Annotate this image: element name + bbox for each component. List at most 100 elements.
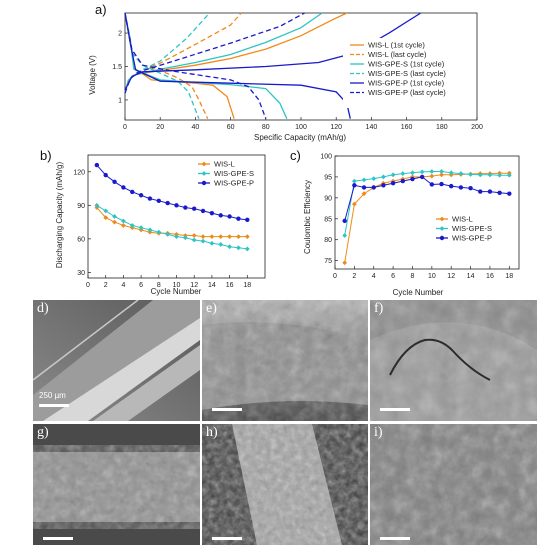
chart-b-x-tick-label: 4 xyxy=(121,282,125,289)
chart-c-data-point xyxy=(410,170,415,176)
sem-image-e: e) xyxy=(202,300,368,421)
sem-e-scalebar xyxy=(212,408,242,411)
chart-a-legend-label: WIS-GPE-P (last cycle) xyxy=(368,88,446,97)
chart-c-data-point xyxy=(506,172,512,178)
chart-c-data-point xyxy=(477,172,483,178)
chart-a-voltage-capacity: a) Voltage (V) Specific Capacity (mAh/g)… xyxy=(88,2,483,142)
sem-d-scalebar-text: 250 µm xyxy=(39,391,66,400)
chart-a-x-tick-label: 140 xyxy=(366,124,378,131)
chart-a-y-tick-label: 1.5 xyxy=(112,64,122,71)
chart-b-data-point xyxy=(191,237,197,243)
chart-c-x-tick-label: 2 xyxy=(352,273,356,280)
chart-c-data-point xyxy=(429,182,435,187)
chart-b-data-point xyxy=(182,235,188,241)
chart-b-legend-label: WIS-GPE-S xyxy=(214,169,254,178)
chart-b-data-point xyxy=(227,234,232,240)
chart-b-data-point xyxy=(236,216,241,221)
chart-b-data-point xyxy=(209,240,215,246)
chart-c-data-point xyxy=(400,178,405,184)
chart-c-data-point xyxy=(351,201,357,207)
chart-b-y-tick-label: 120 xyxy=(73,169,85,176)
chart-a-curve-charge xyxy=(124,12,305,94)
chart-c-ylabel: Coulombic Efficiency xyxy=(303,180,312,254)
chart-b-data-point xyxy=(209,234,215,240)
chart-a-x-tick-label: 200 xyxy=(471,124,483,131)
chart-b-data-point xyxy=(218,242,224,247)
panel-b-label: b) xyxy=(40,148,52,163)
chart-b-xlabel: Cycle Number xyxy=(151,287,202,296)
chart-b-data-point xyxy=(121,185,126,190)
chart-a-curve-charge xyxy=(124,12,242,94)
chart-b-data-point xyxy=(103,172,108,178)
chart-c-xlabel: Cycle Number xyxy=(393,288,444,297)
chart-b-legend-label: WIS-L xyxy=(214,160,235,169)
chart-b-data-point xyxy=(244,234,250,240)
chart-b-data-point xyxy=(130,189,135,195)
chart-b-data-point xyxy=(138,225,144,231)
chart-c-x-tick-label: 16 xyxy=(486,273,494,280)
sem-image-d: d) 250 µm xyxy=(33,300,200,421)
chart-c-coulombic-efficiency: c) Coulombic Efficiency Cycle Number 0 2 4… xyxy=(290,148,520,297)
chart-c-y-tick-label: 100 xyxy=(320,154,332,161)
chart-c-x-tick-label: 8 xyxy=(411,273,415,280)
sem-image-h: h) xyxy=(202,424,368,545)
chart-a-legend-label: WIS-GPE-P (1st cycle) xyxy=(368,79,445,88)
sem-image-g: g) xyxy=(33,424,200,545)
chart-b-x-tick-label: 16 xyxy=(226,282,234,289)
chart-c-y-tick-label: 85 xyxy=(324,216,332,223)
chart-c-data-point xyxy=(419,174,425,180)
chart-b-data-point xyxy=(165,200,170,206)
chart-b-legend-marker xyxy=(201,161,207,167)
chart-c-data-point xyxy=(371,185,376,190)
chart-a-x-tick-label: 0 xyxy=(123,124,127,131)
chart-c-x-tick-label: 14 xyxy=(467,273,475,280)
sem-h-label: h) xyxy=(206,425,218,440)
chart-b-data-point xyxy=(112,219,117,225)
chart-a-curve-discharge xyxy=(124,12,267,119)
chart-c-data-point xyxy=(342,218,347,224)
chart-b-data-point xyxy=(244,246,250,252)
chart-b-x-tick-label: 10 xyxy=(173,282,181,289)
chart-c-data-point xyxy=(352,183,357,188)
chart-c-data-point xyxy=(342,233,348,238)
chart-a-legend-box xyxy=(343,38,473,108)
chart-a-x-tick-label: 160 xyxy=(401,124,413,131)
chart-b-data-point xyxy=(218,213,223,218)
chart-a-x-tick-label: 180 xyxy=(436,124,448,131)
chart-a-x-tick-label: 100 xyxy=(295,124,307,131)
chart-c-data-point xyxy=(429,169,435,174)
chart-c-data-point xyxy=(371,176,377,181)
chart-b-data-point xyxy=(103,208,109,214)
chart-b-data-point xyxy=(236,234,241,240)
chart-c-legend-marker xyxy=(439,216,445,222)
chart-c-data-point xyxy=(419,169,425,175)
sem-d-label: d) xyxy=(37,301,49,316)
chart-c-data-point xyxy=(381,174,386,180)
chart-b-data-point xyxy=(94,162,100,168)
chart-c-data-point xyxy=(458,185,464,190)
chart-c-data-point xyxy=(410,176,415,182)
chart-a-x-tick-label: 40 xyxy=(192,124,200,131)
chart-b-data-point xyxy=(174,203,179,208)
chart-c-series-line xyxy=(344,172,510,263)
chart-b-data-point xyxy=(174,234,179,240)
chart-c-data-point xyxy=(361,191,367,197)
chart-c-x-tick-label: 4 xyxy=(372,273,376,280)
chart-c-data-point xyxy=(342,260,348,266)
chart-c-data-point xyxy=(448,170,454,176)
chart-c-data-point xyxy=(439,169,444,174)
chart-a-y-tick-label: 1 xyxy=(118,97,122,104)
chart-b-x-tick-label: 14 xyxy=(208,282,216,289)
sem-i-scalebar xyxy=(380,537,410,540)
chart-b-series-line xyxy=(96,204,248,250)
sem-f-label: f) xyxy=(374,301,384,316)
chart-b-x-tick-label: 6 xyxy=(139,282,143,289)
chart-b-data-point xyxy=(156,229,162,235)
chart-a-x-tick-label: 20 xyxy=(156,124,164,131)
chart-b-data-point xyxy=(236,245,241,251)
chart-a-curve-charge xyxy=(124,12,210,94)
chart-c-data-point xyxy=(487,172,493,178)
chart-b-data-point xyxy=(227,214,232,219)
chart-b-data-point xyxy=(103,215,109,221)
chart-a-xlabel: Specific Capacity (mAh/g) xyxy=(254,133,346,142)
